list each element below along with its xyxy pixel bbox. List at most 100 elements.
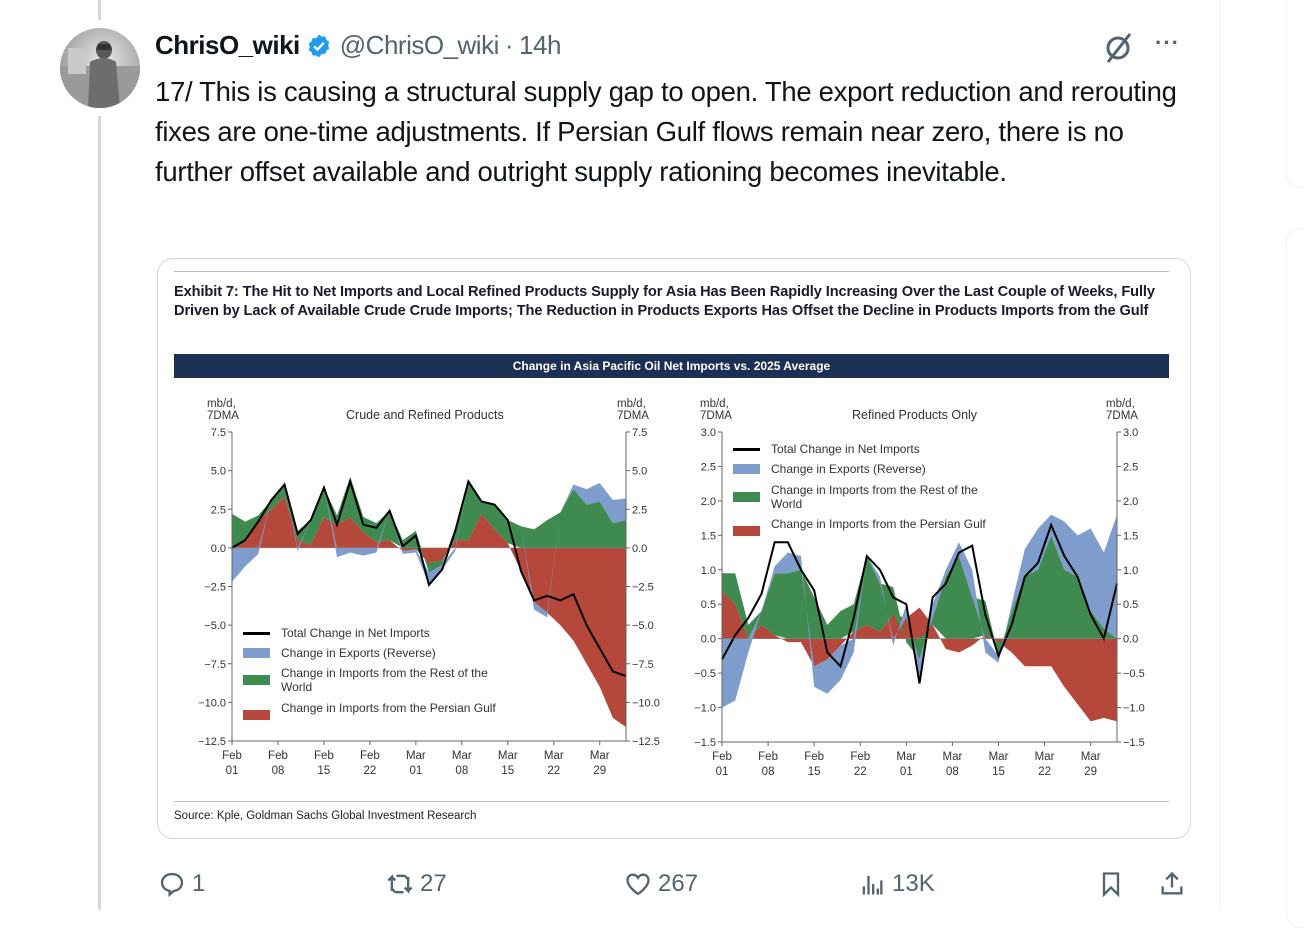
tweet-actions: 1 27 267 13K [0, 866, 1304, 902]
y-tick-label-left: 7.5 [211, 427, 226, 439]
grok-icon[interactable] [1100, 30, 1136, 66]
y-axis-unit-right: mb/d, 7DMA [617, 398, 649, 422]
y-tick-label-right: 2.5 [1123, 461, 1138, 473]
y-tick-label-right: −7.5 [632, 659, 654, 671]
legend-item-gulf: Change in Imports from the Persian Gulf [243, 701, 501, 720]
legend-swatch [243, 632, 270, 635]
source-note: Source: Kple, Goldman Sachs Global Inves… [174, 810, 476, 822]
y-tick-label-right: 5.0 [632, 466, 647, 478]
timestamp[interactable]: 14h [519, 30, 561, 61]
x-tick-label-day: 01 [226, 765, 239, 777]
y-tick-label-left: 2.0 [701, 496, 716, 508]
y-tick-label-left: −12.5 [198, 736, 226, 748]
repost-button[interactable]: 27 [386, 866, 447, 902]
legend-swatch [243, 648, 270, 658]
y-tick-label-left: −5.0 [204, 620, 226, 632]
x-tick-label-month: Mar [544, 750, 564, 762]
handle[interactable]: @ChrisO_wiki [340, 30, 499, 61]
exhibit-title: Exhibit 7: The Hit to Net Imports and Lo… [174, 283, 1164, 321]
tweet-header: ChrisO_wiki @ChrisO_wiki · 14h [155, 30, 561, 61]
x-tick-label-day: 01 [716, 766, 729, 778]
x-tick-label-day: 15 [501, 765, 514, 777]
x-tick-label-month: Mar [590, 750, 610, 762]
x-tick-label-month: Feb [222, 750, 242, 762]
x-tick-label-month: Feb [360, 750, 380, 762]
x-tick-label-day: 22 [854, 766, 867, 778]
x-tick-label-month: Feb [850, 751, 870, 763]
y-tick-label-left: −10.0 [198, 697, 226, 709]
legend-item-row: Change in Imports from the Rest of the W… [733, 483, 1011, 511]
y-tick-label-left: −2.5 [204, 582, 226, 594]
divider [174, 271, 1169, 272]
display-name[interactable]: ChrisO_wiki [155, 30, 300, 61]
sidebar-card [1286, 228, 1304, 928]
y-tick-label-right: 2.0 [1123, 496, 1138, 508]
x-tick-label-month: Mar [896, 751, 916, 763]
x-tick-label-month: Mar [498, 750, 518, 762]
y-tick-label-right: 1.0 [1123, 565, 1138, 577]
y-tick-label-right: −0.5 [1123, 668, 1145, 680]
y-tick-label-right: −10.0 [632, 697, 660, 709]
reply-icon [158, 870, 186, 898]
more-options-button[interactable]: ··· [1155, 30, 1180, 56]
x-tick-label-month: Mar [1081, 751, 1101, 763]
legend-swatch [733, 526, 760, 536]
column-border [1219, 0, 1220, 910]
y-tick-label-left: −0.5 [694, 668, 716, 680]
avatar-photo-icon [60, 28, 140, 108]
x-tick-label-day: 15 [808, 766, 821, 778]
y-axis-unit-left: mb/d, 7DMA [207, 398, 239, 422]
y-tick-label-left: −1.5 [694, 737, 716, 749]
x-tick-label-month: Feb [758, 751, 778, 763]
x-tick-label-day: 08 [946, 766, 959, 778]
avatar[interactable] [60, 28, 140, 108]
views-count: 13K [892, 870, 935, 898]
y-tick-label-left: −1.0 [694, 703, 716, 715]
x-tick-label-day: 08 [272, 765, 285, 777]
legend-swatch [733, 448, 760, 451]
x-tick-label-day: 15 [992, 766, 1005, 778]
y-tick-label-right: 3.0 [1123, 427, 1138, 439]
x-tick-label-day: 29 [1084, 766, 1097, 778]
reply-count: 1 [192, 870, 205, 898]
y-tick-label-right: −5.0 [632, 620, 654, 632]
y-tick-label-right: 0.0 [632, 543, 647, 555]
x-tick-label-day: 08 [455, 765, 468, 777]
y-tick-label-right: 0.0 [1123, 634, 1138, 646]
y-tick-label-left: 1.0 [701, 565, 716, 577]
tweet-text: 17/ This is causing a structural supply … [155, 72, 1195, 192]
x-tick-label-month: Feb [268, 750, 288, 762]
separator: · [505, 30, 513, 61]
share-button[interactable] [1158, 866, 1192, 902]
reply-button[interactable]: 1 [158, 866, 205, 902]
x-tick-label-day: 29 [593, 765, 606, 777]
legend-item-total: Total Change in Net Imports [733, 442, 1021, 456]
y-tick-label-right: −1.5 [1123, 737, 1145, 749]
y-tick-label-right: −2.5 [632, 582, 654, 594]
x-tick-label-day: 22 [364, 765, 377, 777]
views-icon [858, 870, 886, 898]
x-tick-label-day: 22 [1038, 766, 1051, 778]
verified-badge-icon [306, 33, 332, 59]
bookmark-button[interactable] [1097, 866, 1131, 902]
divider [174, 801, 1169, 802]
y-tick-label-right: 2.5 [632, 504, 647, 516]
y-tick-label-right: 7.5 [632, 427, 647, 439]
y-tick-label-left: 2.5 [701, 461, 716, 473]
legend-swatch [733, 464, 760, 474]
share-icon [1158, 870, 1186, 898]
views-button[interactable]: 13K [858, 866, 935, 902]
x-tick-label-month: Mar [989, 751, 1009, 763]
y-axis-unit-left: mb/d, 7DMA [700, 398, 732, 422]
sidebar-card [1286, 0, 1304, 188]
thread-line [98, 0, 101, 20]
like-button[interactable]: 267 [624, 866, 698, 902]
repost-icon [386, 870, 414, 898]
x-tick-label-day: 08 [762, 766, 775, 778]
x-tick-label-day: 01 [409, 765, 422, 777]
legend-item-row: Change in Imports from the Rest of the W… [243, 666, 521, 694]
legend-item-gulf: Change in Imports from the Persian Gulf [733, 517, 991, 536]
heart-icon [624, 870, 652, 898]
x-tick-label-day: 22 [547, 765, 560, 777]
